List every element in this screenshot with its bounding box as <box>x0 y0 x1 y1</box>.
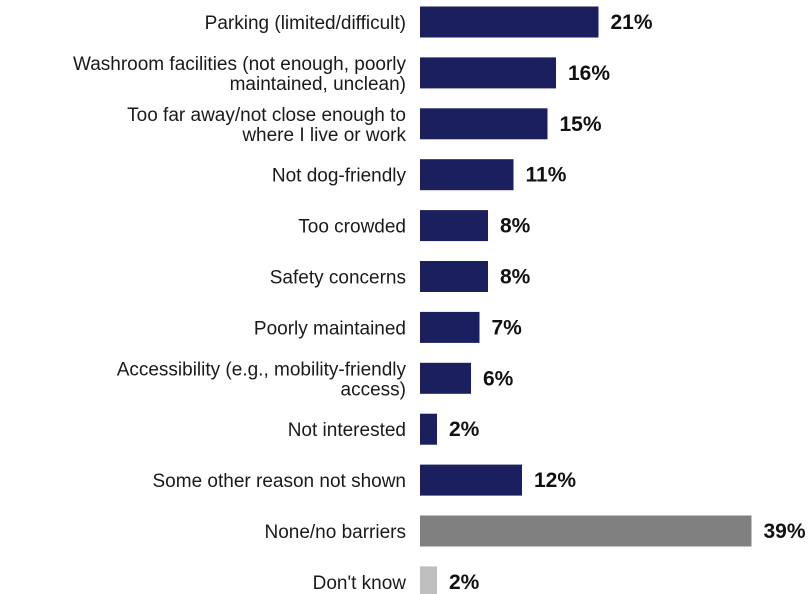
category-label-3: Not dog-friendly <box>272 166 407 187</box>
value-label-5: 8% <box>500 266 531 289</box>
category-label-9: Some other reason not shown <box>153 471 407 492</box>
value-label-8: 2% <box>449 418 480 441</box>
bar-8 <box>420 413 437 445</box>
category-label-line: access) <box>341 379 406 400</box>
category-label-11: Don't know <box>313 573 407 594</box>
category-label-line: Some other reason not shown <box>153 471 407 492</box>
value-label-6: 7% <box>492 316 523 339</box>
value-label-1: 16% <box>568 62 610 85</box>
category-label-line: None/no barriers <box>264 522 406 543</box>
category-label-line: Not dog-friendly <box>272 166 407 187</box>
category-label-line: Too far away/not close enough to <box>127 105 406 126</box>
category-label-10: None/no barriers <box>264 522 406 543</box>
category-label-line: Poorly maintained <box>254 318 406 339</box>
value-label-7: 6% <box>483 367 514 390</box>
category-label-line: Not interested <box>288 420 406 441</box>
category-label-2: Too far away/not close enough to where I … <box>127 105 406 146</box>
category-label-line: where I live or work <box>241 125 406 146</box>
bar-6 <box>420 311 480 343</box>
category-label-line: Safety concerns <box>270 268 406 289</box>
bar-4 <box>420 210 488 242</box>
value-label-2: 15% <box>560 113 602 136</box>
value-label-4: 8% <box>500 215 531 238</box>
bar-9 <box>420 464 522 496</box>
category-label-line: Washroom facilities (not enough, poorly <box>73 54 407 75</box>
bar-10 <box>420 515 752 547</box>
category-label-line: Accessibility (e.g., mobility-friendly <box>117 359 407 380</box>
category-label-line: maintained, unclean) <box>230 74 406 95</box>
bar-11 <box>420 566 437 594</box>
category-label-line: Don't know <box>313 573 407 594</box>
bar-5 <box>420 261 488 292</box>
value-label-9: 12% <box>534 469 576 492</box>
category-label-6: Poorly maintained <box>254 318 406 339</box>
value-label-3: 11% <box>526 164 567 187</box>
value-label-0: 21% <box>611 11 653 34</box>
category-label-0: Parking (limited/difficult) <box>205 13 406 34</box>
category-label-8: Not interested <box>288 420 406 441</box>
category-label-5: Safety concerns <box>270 268 406 289</box>
bar-3 <box>420 159 514 191</box>
bar-0 <box>420 6 599 38</box>
bar-2 <box>420 108 548 140</box>
value-label-10: 39% <box>764 520 806 543</box>
category-label-line: Too crowded <box>298 217 406 238</box>
bar-7 <box>420 362 471 394</box>
category-label-4: Too crowded <box>298 217 406 238</box>
value-label-11: 2% <box>449 571 480 594</box>
category-label-1: Washroom facilities (not enough, poorly m… <box>73 54 407 95</box>
category-label-7: Accessibility (e.g., mobility-friendly ac… <box>117 359 407 400</box>
category-label-line: Parking (limited/difficult) <box>205 13 406 34</box>
bar-1 <box>420 57 556 89</box>
